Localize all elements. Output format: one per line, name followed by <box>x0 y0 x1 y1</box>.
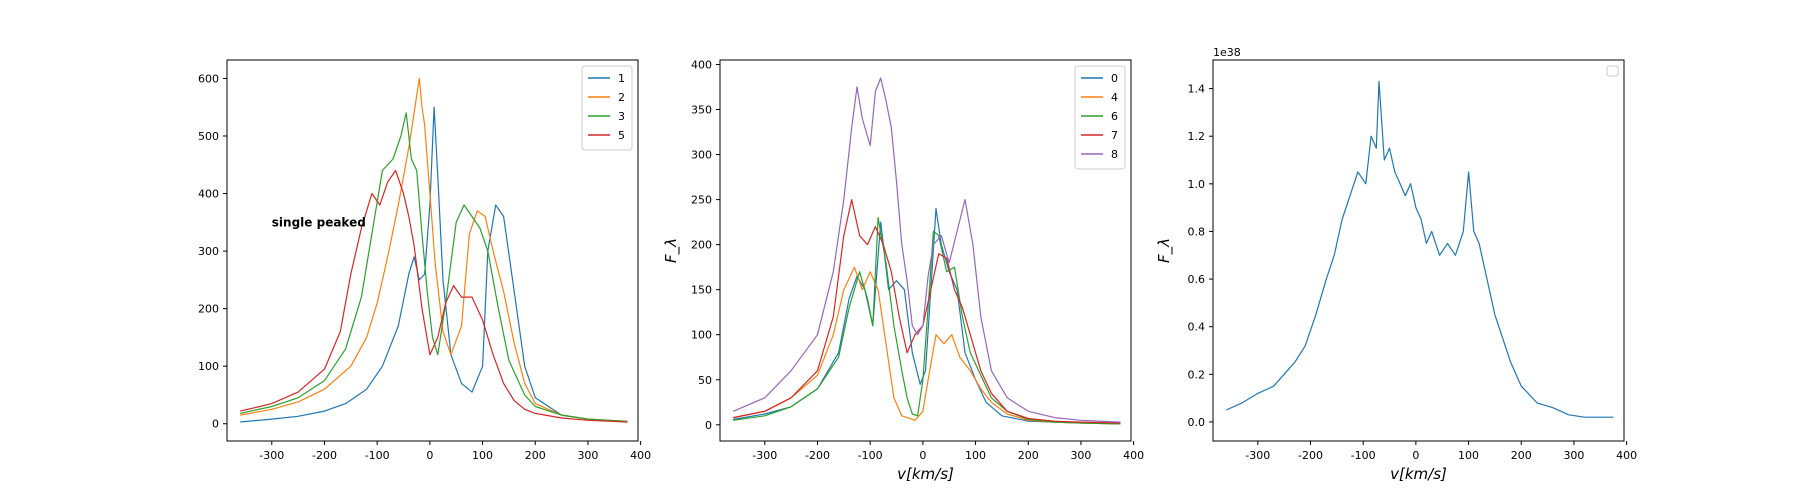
x-tick-label: 400 <box>1616 449 1637 462</box>
y-tick-label: 0.6 <box>1188 273 1206 286</box>
x-tick-label: 400 <box>630 449 651 462</box>
x-tick-label: 200 <box>525 449 546 462</box>
y-offset-label: 1e38 <box>1213 46 1241 59</box>
series-line-data <box>1225 80 1614 418</box>
y-tick-label: 350 <box>691 104 712 117</box>
plot-frame <box>719 59 1132 442</box>
legend: 1 2 3 5 <box>581 65 633 151</box>
x-axis-label: v[km/s] <box>897 465 954 483</box>
legend-box-empty <box>1606 65 1619 77</box>
chart-panel-3: -300 -200 -100 0 100 200 300 400 0.0 0.2 0.4 0.6 0.8… <box>1155 46 1637 483</box>
series-line-4 <box>733 266 1121 425</box>
y-tick-label: 1.4 <box>1188 83 1206 96</box>
x-tick-label: 300 <box>1070 449 1091 462</box>
x-tick-label: -200 <box>1298 449 1323 462</box>
legend-box <box>581 65 633 151</box>
y-tick-label: 50 <box>698 374 712 387</box>
y-tick-label: 300 <box>691 149 712 162</box>
legend: 0 4 6 7 8 <box>1074 65 1126 170</box>
x-tick-label: -300 <box>752 449 777 462</box>
y-tick-label: 300 <box>198 245 219 258</box>
x-tick-label: -100 <box>1351 449 1376 462</box>
series-line-6 <box>733 217 1121 425</box>
x-tick-label: 300 <box>577 449 598 462</box>
y-axis-label: F_λ <box>1155 238 1174 263</box>
y-tick-label: 400 <box>691 59 712 72</box>
series-line-1 <box>240 106 628 423</box>
series-line-3 <box>240 112 628 422</box>
x-tick-label: 100 <box>1458 449 1479 462</box>
series-line-0 <box>733 208 1121 425</box>
legend-label: 0 <box>1111 72 1118 85</box>
chart-panel-2: -300 -200 -100 0 100 200 300 400 0 50 100 150 200 250… <box>662 59 1144 483</box>
y-tick-label: 100 <box>198 360 219 373</box>
y-tick-label: 250 <box>691 194 712 207</box>
y-tick-label: 600 <box>198 72 219 85</box>
y-tick-label: 0.4 <box>1188 321 1206 334</box>
x-tick-label: -200 <box>805 449 830 462</box>
y-tick-label: 0 <box>705 419 712 432</box>
y-tick-label: 0.2 <box>1188 368 1206 381</box>
legend-label: 5 <box>618 129 625 142</box>
x-tick-label: -300 <box>1245 449 1270 462</box>
series-line-8 <box>732 77 1121 423</box>
x-tick-label: -100 <box>365 449 390 462</box>
x-tick-label: 0 <box>1412 449 1419 462</box>
y-axis-label: F_λ <box>662 238 681 263</box>
x-tick-label: 0 <box>919 449 926 462</box>
series-line-7 <box>733 199 1121 424</box>
y-tick-label: 200 <box>691 239 712 252</box>
x-axis-label: v[km/s] <box>1390 465 1447 483</box>
y-tick-label: 200 <box>198 303 219 316</box>
legend-box <box>1074 65 1126 170</box>
y-tick-label: 0.8 <box>1188 225 1206 238</box>
y-tick-label: 1.2 <box>1188 130 1206 143</box>
y-tick-label: 500 <box>198 130 219 143</box>
x-tick-label: -200 <box>312 449 337 462</box>
legend-label: 4 <box>1111 91 1118 104</box>
x-tick-label: 400 <box>1123 449 1144 462</box>
x-tick-label: -100 <box>858 449 883 462</box>
y-tick-label: 400 <box>198 188 219 201</box>
x-tick-label: -300 <box>259 449 284 462</box>
y-tick-label: 0.0 <box>1188 416 1206 429</box>
legend-label: 8 <box>1111 148 1118 161</box>
series-line-5 <box>240 169 628 423</box>
y-tick-label: 150 <box>691 284 712 297</box>
legend-label: 2 <box>618 91 625 104</box>
x-tick-label: 300 <box>1563 449 1584 462</box>
legend-label: 1 <box>618 72 625 85</box>
series-line-2 <box>240 77 628 422</box>
y-tick-label: 0 <box>212 418 219 431</box>
x-tick-label: 100 <box>965 449 986 462</box>
plot-frame <box>1212 59 1625 442</box>
x-tick-label: 100 <box>472 449 493 462</box>
annotation-text: single peaked <box>272 215 366 229</box>
x-tick-label: 200 <box>1018 449 1039 462</box>
x-tick-label: 200 <box>1511 449 1532 462</box>
legend-label: 6 <box>1111 110 1118 123</box>
plot-frame <box>226 59 639 442</box>
legend-label: 7 <box>1111 129 1118 142</box>
chart-panel-1: -300 -200 -100 0 100 200 300 400 0 100 200 300 400 50… <box>198 59 651 462</box>
y-tick-label: 100 <box>691 329 712 342</box>
y-tick-label: 1.0 <box>1188 178 1206 191</box>
x-tick-label: 0 <box>426 449 433 462</box>
legend-label: 3 <box>618 110 625 123</box>
